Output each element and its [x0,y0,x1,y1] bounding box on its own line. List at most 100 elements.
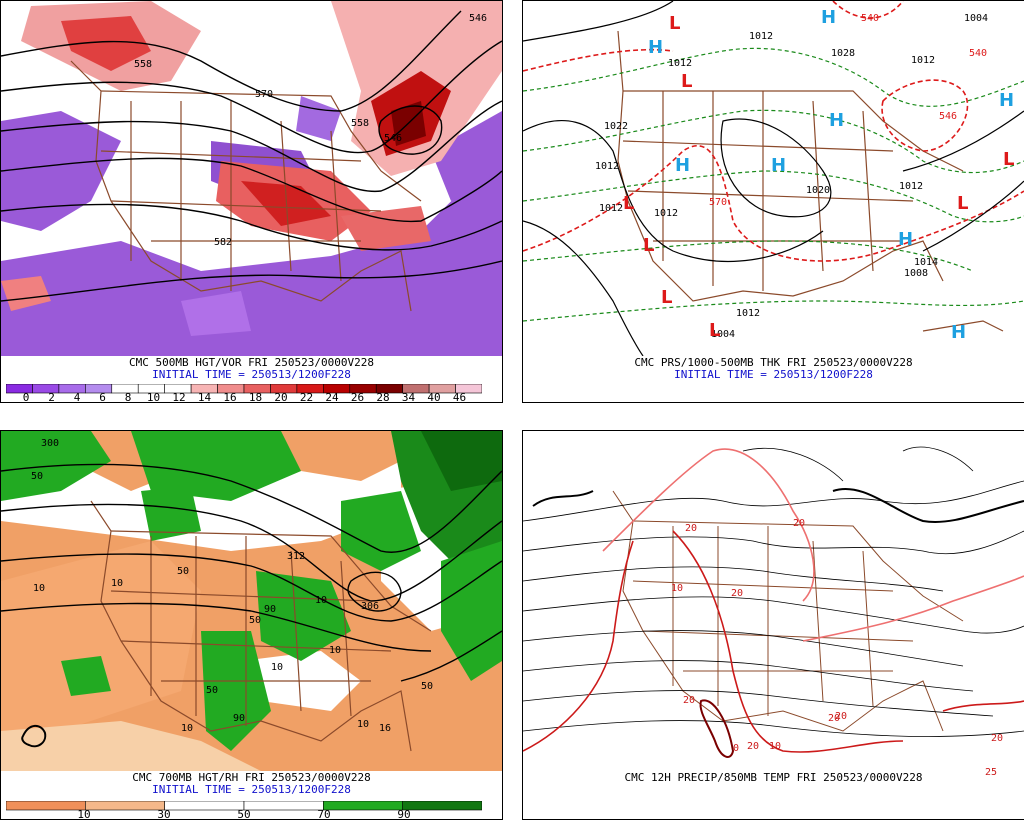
contour-label: 10 [357,719,369,730]
high-pressure-symbol: H [898,229,913,250]
low-pressure-symbol: L [957,193,968,214]
panel-700mb-hgt-rh: 300 10 50 10 50 312 306 10 90 50 10 10 5… [0,430,503,820]
colorbar-ticks: 10 30 50 70 90 [6,808,482,820]
contour-label: 546 [384,133,402,144]
colorbar-tick-label: 24 [325,391,339,403]
colorbar-tick-label: 4 [73,391,81,403]
temperature-label: 10 [671,583,683,594]
caption-title: CMC 500MB HGT/VOR FRI 250523/0000V228 [128,356,375,369]
contour-label: 90 [264,604,276,615]
thickness-label: 540 [861,13,879,24]
temperature-label: 20 [793,518,805,529]
geography-borders [90,500,432,752]
panel-pressure-thickness: 1012 1012 1004 1022 1012 1012 1012 1020 … [522,0,1024,403]
contour-label: 312 [287,551,305,562]
temperature-label: 20 [747,741,759,752]
colorbar-swatches [5,383,483,394]
temperature-label: 0 [733,743,739,754]
vorticity-fill-region [341,206,431,251]
contour-label: 558 [134,59,152,70]
panel-caption: CMC PRS/1000-500MB THK FRI 250523/0000V2… [523,357,1024,381]
colorbar-tick-label: 10 [146,391,161,403]
contour-label: 1012 [911,55,935,66]
vorticity-fill-region [431,111,502,201]
contour-label: 306 [361,601,379,612]
temperature-label: 20 [828,713,840,724]
humidity-fill-region [421,431,502,491]
low-pressure-symbol: L [669,13,680,34]
freezing-contours [532,488,1024,523]
contour-label: 1012 [599,203,623,214]
thickness-label: 570 [709,197,727,208]
temperature-hot-contours [523,530,1024,753]
contour-label: 1022 [604,121,628,132]
contour-label: 570 [255,89,273,100]
contour-label: 1012 [668,58,692,69]
contour-label: 1012 [654,208,678,219]
vorticity-fill-region [181,291,251,336]
colorbar-tick-label: 90 [397,808,411,820]
low-pressure-symbol: L [681,71,692,92]
temperature-label: 20 [685,523,697,534]
thickness-label: 546 [939,111,957,122]
colorbar-tick-label: 12 [172,391,186,403]
high-pressure-symbol: H [829,110,844,131]
isobars [523,1,1024,356]
humidity-fill-region [201,631,271,751]
contour-label: 50 [249,615,261,626]
colorbar-tick-label: 14 [197,391,212,403]
temperature-contours [523,446,1024,737]
contour-label: 50 [177,566,189,577]
humidity-fill-region [131,431,301,501]
vorticity-fill-region [61,16,151,71]
temperature-label: 20 [835,711,847,722]
contour-label: 50 [206,685,218,696]
contour-label: 558 [351,118,369,129]
humidity-fill-region [141,486,201,541]
geography-borders [70,60,422,312]
vorticity-map: 558 570 558 546 582 546 [1,1,502,356]
thickness-red-contours [523,1,1024,262]
humidity-fill-region [1,721,261,771]
contour-label: 50 [421,681,433,692]
contour-label: 10 [315,595,327,606]
colorbar-tick-label: 30 [157,808,171,820]
panel-500mb-hgt-vor: 558 570 558 546 582 546 CMC 500MB HGT/VO… [0,0,503,403]
colorbar-tick-label: 34 [401,391,416,403]
contour-label: 582 [214,237,232,248]
precip-contours [699,699,735,758]
contour-label: 1020 [806,185,830,196]
high-pressure-symbol: H [999,90,1014,111]
panel-caption: CMC 700MB HGT/RH FRI 250523/0000V228 INI… [1,772,502,796]
precip-temp-map: 20 20 10 20 20 10 20 20 20 25 20 0 [523,431,1024,776]
high-pressure-symbol: H [648,37,663,58]
high-pressure-symbol: H [771,155,786,176]
humidity-map: 300 10 50 10 50 312 306 10 90 50 10 10 5… [1,431,502,771]
contour-label: 10 [329,645,341,656]
colorbar-tick-label: 18 [248,391,263,403]
panel-caption: CMC 500MB HGT/VOR FRI 250523/0000V228 IN… [1,357,502,381]
vorticity-fill-region [1,151,502,356]
contour-label: 16 [379,723,391,734]
caption-initial-time: INITIAL TIME = 250513/1200F228 [674,368,873,381]
contour-label: 50 [31,471,43,482]
colorbar-tick-label: 16 [223,391,237,403]
contour-label: 10 [33,583,45,594]
colorbar-tick-label: 2 [48,391,55,403]
humidity-fill-region [1,461,401,551]
vorticity-colorbar: 0 2 4 6 8 10 12 14 16 18 20 22 24 26 28 34 40 46 [5,379,483,403]
contour-label: 10 [111,578,123,589]
high-pressure-symbol: H [821,7,836,28]
caption-title: CMC 12H PRECIP/850MB TEMP FRI 250523/000… [624,771,923,784]
contour-label: 10 [181,723,193,734]
contour-label: 1012 [595,161,619,172]
contour-label: 300 [41,438,59,449]
contour-label: 10 [271,662,283,673]
high-pressure-symbol: H [951,322,966,343]
caption-title: CMC 700MB HGT/RH FRI 250523/0000V228 [132,771,371,784]
humidity-fill-region [61,656,111,696]
colorbar-tick-label: 46 [452,391,467,403]
contour-label: 1004 [964,13,988,24]
contour-label: 546 [469,13,487,24]
contour-label: 1012 [899,181,923,192]
